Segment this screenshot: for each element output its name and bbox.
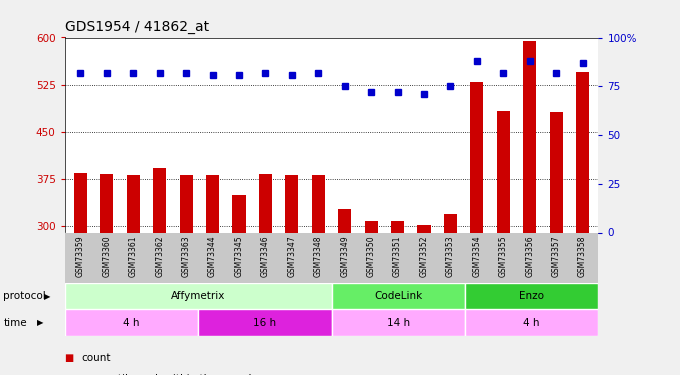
Bar	[391, 221, 404, 232]
Text: GSM73348: GSM73348	[313, 235, 323, 276]
Bar	[198, 309, 332, 336]
Text: GSM73352: GSM73352	[420, 235, 428, 276]
Text: GSM73358: GSM73358	[578, 235, 587, 276]
Text: GSM73344: GSM73344	[208, 235, 217, 277]
Text: GSM73350: GSM73350	[367, 235, 375, 277]
Bar	[65, 309, 198, 336]
Text: ■: ■	[65, 353, 74, 363]
Text: count: count	[82, 353, 111, 363]
Text: GSM73346: GSM73346	[261, 235, 270, 277]
Bar	[465, 283, 598, 309]
Text: GSM73351: GSM73351	[393, 235, 402, 276]
Text: GSM73345: GSM73345	[235, 235, 243, 277]
Bar	[496, 111, 510, 232]
Text: GSM73355: GSM73355	[498, 235, 508, 277]
Text: GDS1954 / 41862_at: GDS1954 / 41862_at	[65, 20, 209, 34]
Text: GSM73347: GSM73347	[288, 235, 296, 277]
Text: percentile rank within the sample: percentile rank within the sample	[82, 374, 258, 375]
Bar	[259, 174, 272, 232]
Text: GSM73361: GSM73361	[129, 235, 138, 276]
Bar	[444, 214, 457, 232]
Text: time: time	[3, 318, 27, 327]
Text: CodeLink: CodeLink	[374, 291, 422, 301]
Text: GSM73353: GSM73353	[446, 235, 455, 277]
Text: 14 h: 14 h	[387, 318, 410, 327]
Text: ▶: ▶	[44, 292, 51, 301]
Text: 16 h: 16 h	[253, 318, 276, 327]
Text: GSM73362: GSM73362	[155, 235, 165, 276]
Bar	[465, 309, 598, 336]
Bar	[549, 112, 563, 232]
Text: Enzo: Enzo	[519, 291, 544, 301]
Bar	[338, 209, 352, 232]
Bar	[74, 173, 87, 232]
Bar	[65, 283, 332, 309]
Text: GSM73360: GSM73360	[103, 235, 112, 277]
Text: ▶: ▶	[37, 318, 44, 327]
Bar	[180, 175, 192, 232]
Bar	[233, 195, 245, 232]
Bar	[285, 175, 299, 232]
Text: GSM73356: GSM73356	[525, 235, 534, 277]
Text: ■: ■	[65, 374, 74, 375]
Bar	[206, 175, 219, 232]
Text: GSM73359: GSM73359	[76, 235, 85, 277]
Text: protocol: protocol	[3, 291, 46, 301]
Bar	[332, 283, 465, 309]
Bar	[364, 221, 378, 232]
Bar	[418, 225, 430, 232]
Bar	[471, 81, 483, 232]
Bar	[332, 309, 465, 336]
Text: 4 h: 4 h	[123, 318, 139, 327]
Bar	[576, 72, 589, 232]
Bar	[153, 168, 167, 232]
Text: GSM73349: GSM73349	[340, 235, 350, 277]
Text: GSM73357: GSM73357	[551, 235, 560, 277]
Bar	[126, 175, 140, 232]
Bar	[523, 40, 537, 232]
Text: Affymetrix: Affymetrix	[171, 291, 225, 301]
Text: GSM73354: GSM73354	[473, 235, 481, 277]
Bar	[100, 174, 114, 232]
Bar	[311, 175, 325, 232]
Text: GSM73363: GSM73363	[182, 235, 190, 277]
Text: 4 h: 4 h	[524, 318, 540, 327]
